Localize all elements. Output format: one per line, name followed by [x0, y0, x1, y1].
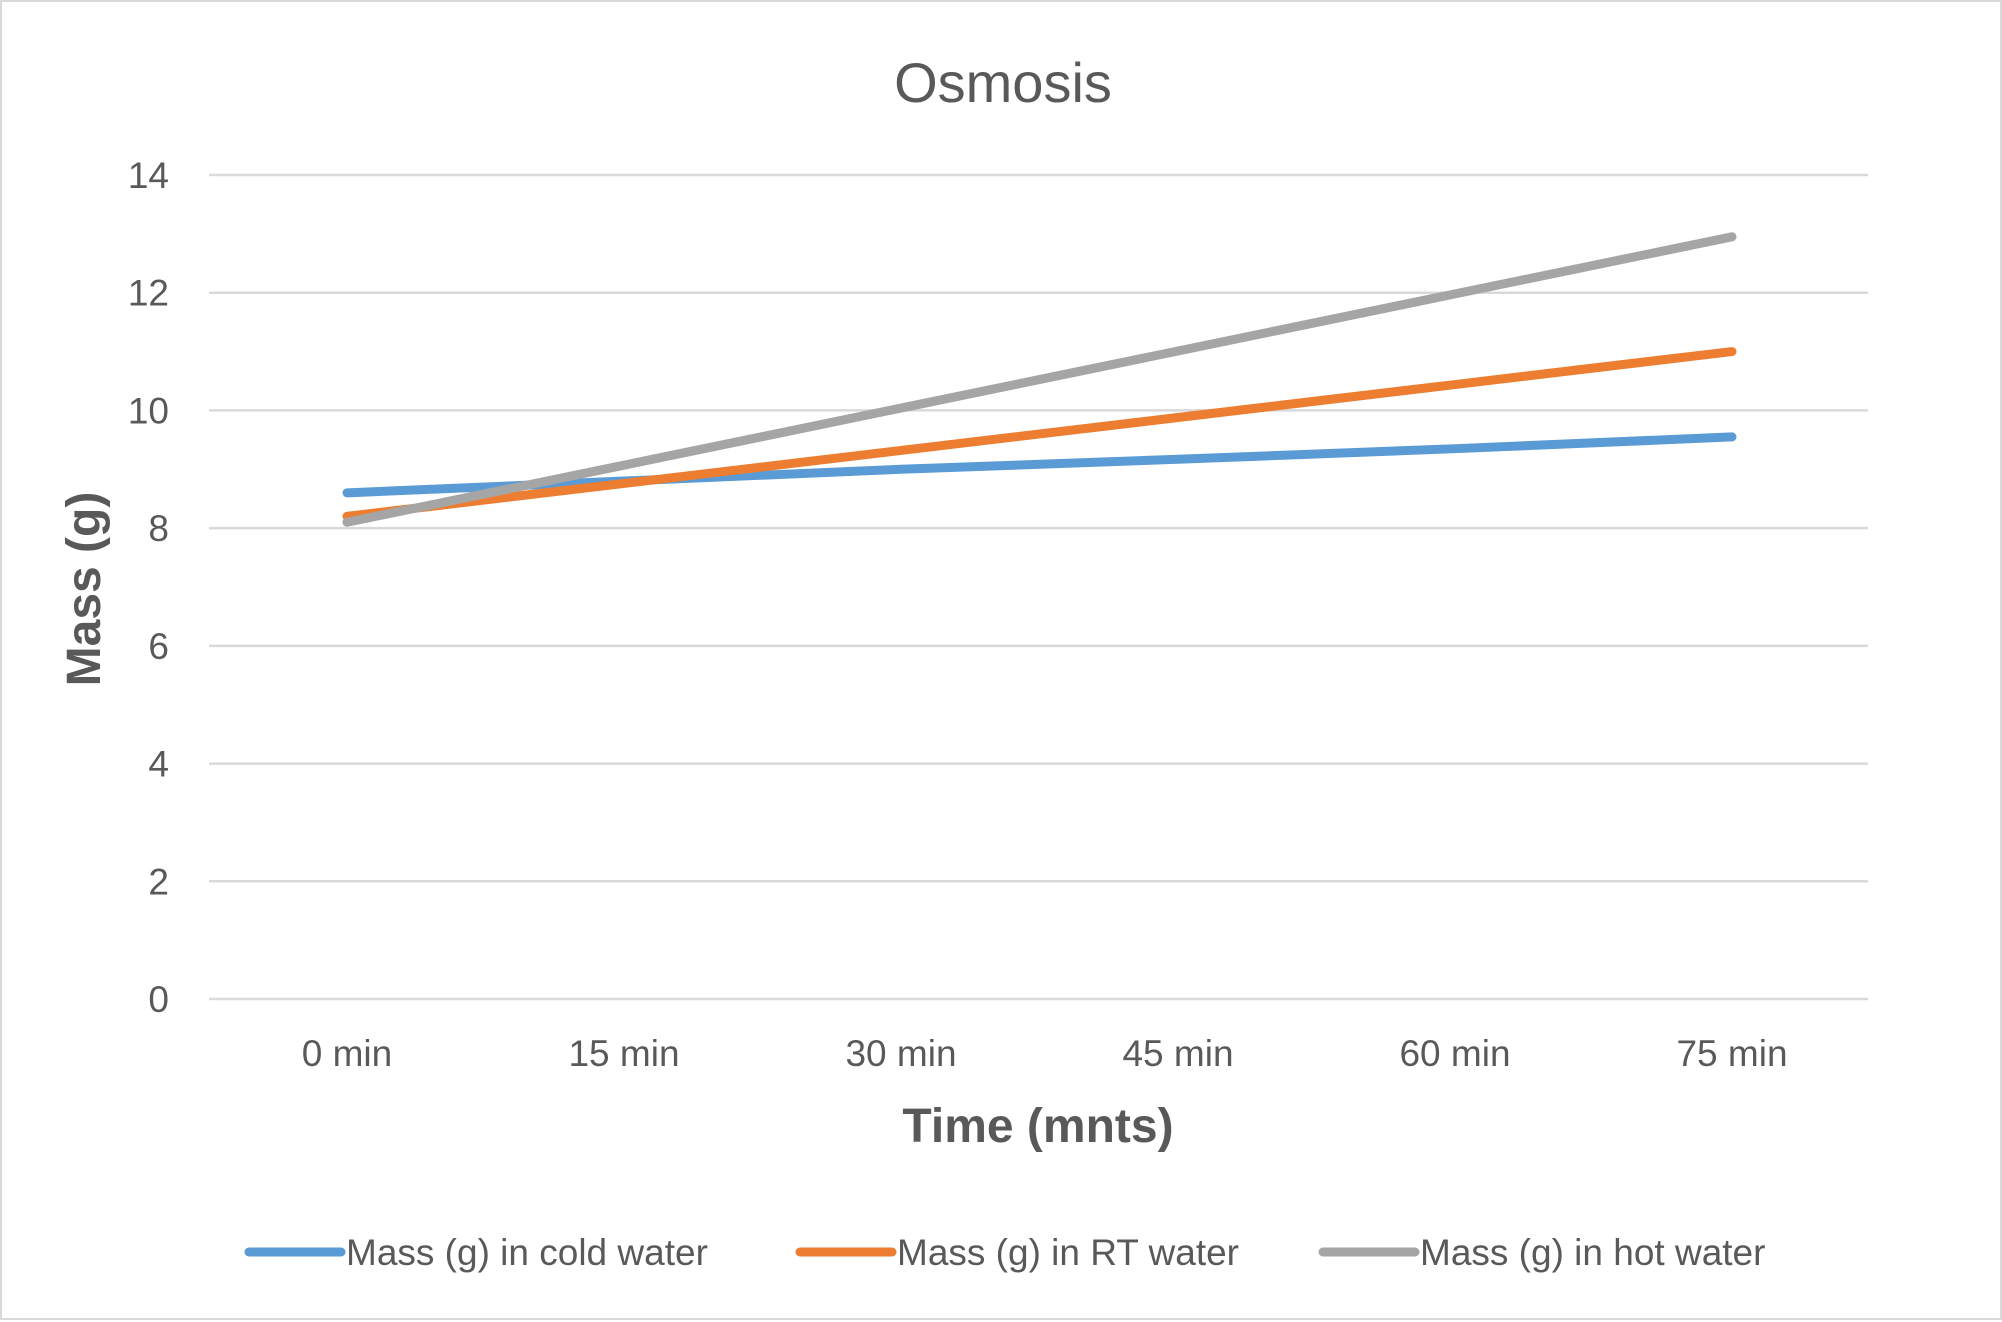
- y-tick-label: 14: [128, 155, 169, 196]
- series-line-2: [342, 347, 1737, 521]
- x-tick-label: 15 min: [568, 1033, 679, 1074]
- x-axis-ticks: 0 min 15 min 30 min 45 min 60 min 75 min: [302, 1033, 1788, 1074]
- legend: Mass (g) in cold water Mass (g) in RT wat…: [244, 1232, 1765, 1273]
- x-tick-label: 60 min: [1399, 1033, 1510, 1074]
- y-tick-label: 0: [148, 979, 169, 1020]
- series-line-3: [342, 232, 1737, 527]
- y-tick-label: 2: [148, 861, 169, 902]
- y-axis-ticks: 0 2 4 6 8 10 12 14: [128, 155, 169, 1020]
- gridlines: [209, 173, 1868, 1001]
- legend-label: Mass (g) in RT water: [897, 1232, 1239, 1273]
- legend-label: Mass (g) in hot water: [1420, 1232, 1765, 1273]
- y-tick-label: 12: [128, 273, 169, 314]
- y-tick-label: 10: [128, 390, 169, 431]
- y-tick-label: 6: [148, 626, 169, 667]
- chart-title: Osmosis: [894, 51, 1112, 114]
- series-line-1: [342, 432, 1737, 498]
- y-tick-label: 8: [148, 508, 169, 549]
- y-tick-label: 4: [148, 744, 169, 785]
- x-tick-label: 45 min: [1122, 1033, 1233, 1074]
- y-axis-title: Mass (g): [58, 492, 111, 687]
- legend-label: Mass (g) in cold water: [346, 1232, 708, 1273]
- x-tick-label: 75 min: [1676, 1033, 1787, 1074]
- x-axis-title: Time (mnts): [902, 1100, 1173, 1153]
- x-tick-label: 30 min: [845, 1033, 956, 1074]
- series-lines: [342, 232, 1737, 527]
- x-tick-label: 0 min: [302, 1033, 392, 1074]
